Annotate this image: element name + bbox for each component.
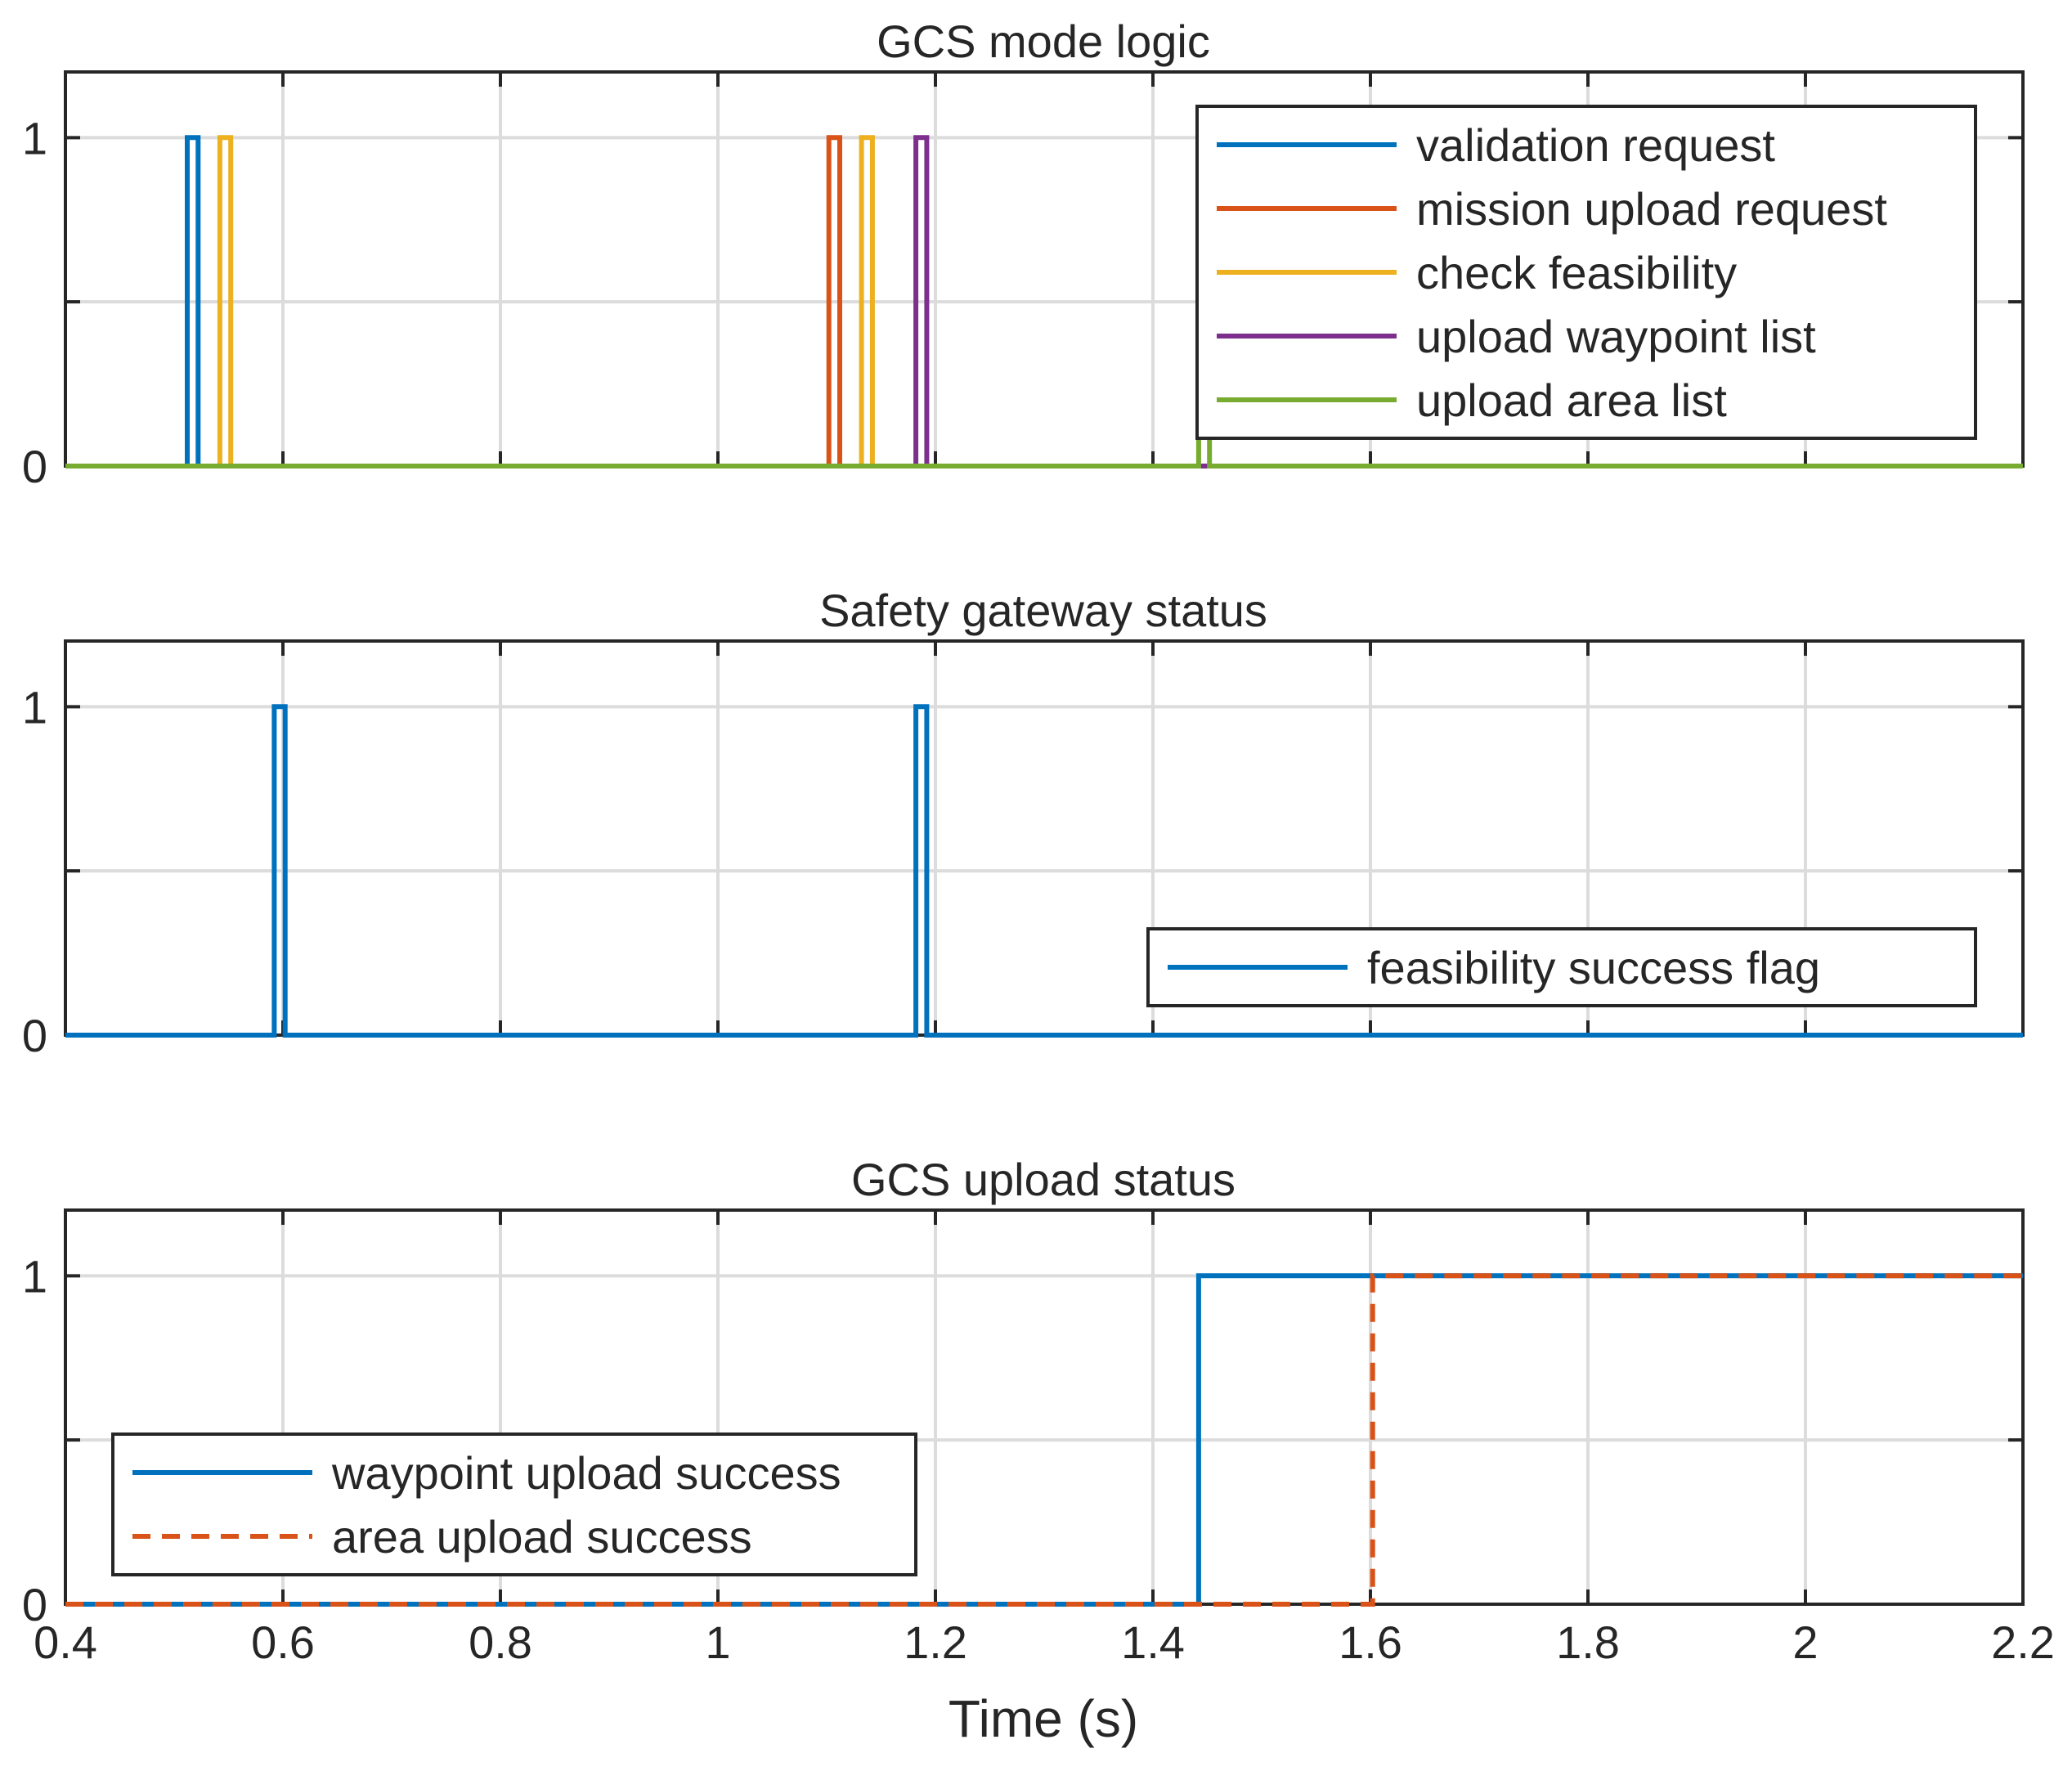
subplot-title: Safety gateway status	[819, 585, 1267, 636]
subplot-gcs-upload-status: GCS upload status 0 1 0.4 0.6 0.8 1 1.2 1.4 1.6 1…	[22, 1154, 2055, 1668]
legend-label: upload waypoint list	[1416, 311, 1816, 362]
legend: feasibility success flag	[1146, 927, 1977, 1007]
legend-label: upload area list	[1416, 374, 1727, 426]
y-tick-label: 1	[22, 681, 47, 733]
x-tick-label: 0.6	[251, 1616, 315, 1668]
legend: waypoint upload success area upload succe…	[111, 1432, 917, 1576]
x-tick-label: 2.2	[1991, 1616, 2055, 1668]
y-tick-label: 1	[22, 1250, 47, 1302]
legend-label: check feasibility	[1416, 247, 1737, 298]
x-tick-label: 1.4	[1121, 1616, 1185, 1668]
legend-label: waypoint upload success	[331, 1447, 841, 1499]
y-tick-label: 0	[22, 1010, 47, 1061]
x-tick-label: 0.8	[469, 1616, 532, 1668]
x-tick-label: 1.6	[1339, 1616, 1402, 1668]
x-tick-label: 0.4	[34, 1616, 97, 1668]
x-tick-label: 2	[1792, 1616, 1818, 1668]
subplot-safety-gateway-status: Safety gateway status 0 1 feasibility succ…	[22, 585, 2025, 1061]
legend-box	[111, 1432, 917, 1576]
legend-label: mission upload request	[1416, 183, 1887, 235]
legend: validation request mission upload request…	[1195, 105, 1977, 440]
subplot-gcs-mode-logic: GCS mode logic 0 1 validation request missi…	[22, 16, 2025, 492]
legend-label: validation request	[1416, 119, 1775, 171]
subplot-title: GCS upload status	[851, 1154, 1236, 1205]
x-tick-label: 1.2	[904, 1616, 967, 1668]
x-tick-label: 1.8	[1556, 1616, 1620, 1668]
y-tick-label: 1	[22, 112, 47, 164]
subplot-title: GCS mode logic	[877, 16, 1210, 67]
x-tick-label: 1	[705, 1616, 730, 1668]
y-tick-label: 0	[22, 441, 47, 492]
series-line-feasibility-success-flag	[65, 704, 2023, 1038]
x-axis-label: Time (s)	[949, 1689, 1138, 1748]
y-tick-label: 0	[22, 1579, 47, 1630]
legend-label: area upload success	[332, 1511, 752, 1563]
legend-label: feasibility success flag	[1367, 942, 1820, 993]
series-line-area-upload-success	[65, 1273, 2023, 1607]
